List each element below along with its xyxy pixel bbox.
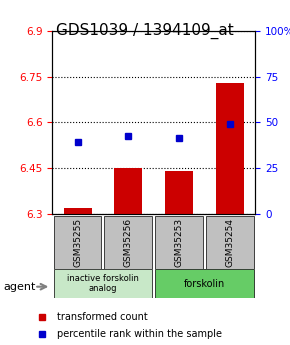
Text: inactive forskolin
analog: inactive forskolin analog <box>67 274 139 294</box>
Bar <box>165 171 193 214</box>
Text: agent: agent <box>3 282 35 292</box>
Bar <box>216 83 244 214</box>
Bar <box>206 216 254 269</box>
Bar <box>54 216 102 269</box>
Bar <box>54 269 152 298</box>
Text: GSM35255: GSM35255 <box>73 218 82 267</box>
Bar <box>64 208 92 214</box>
Text: percentile rank within the sample: percentile rank within the sample <box>57 329 222 339</box>
Text: GSM35253: GSM35253 <box>175 218 184 267</box>
Bar <box>155 216 203 269</box>
Bar <box>104 216 152 269</box>
Text: GSM35256: GSM35256 <box>124 218 133 267</box>
Text: forskolin: forskolin <box>184 279 225 289</box>
Text: GDS1039 / 1394109_at: GDS1039 / 1394109_at <box>56 22 234 39</box>
Bar <box>114 168 142 214</box>
Text: transformed count: transformed count <box>57 312 148 322</box>
Text: GSM35254: GSM35254 <box>225 218 234 267</box>
Bar <box>155 269 254 298</box>
